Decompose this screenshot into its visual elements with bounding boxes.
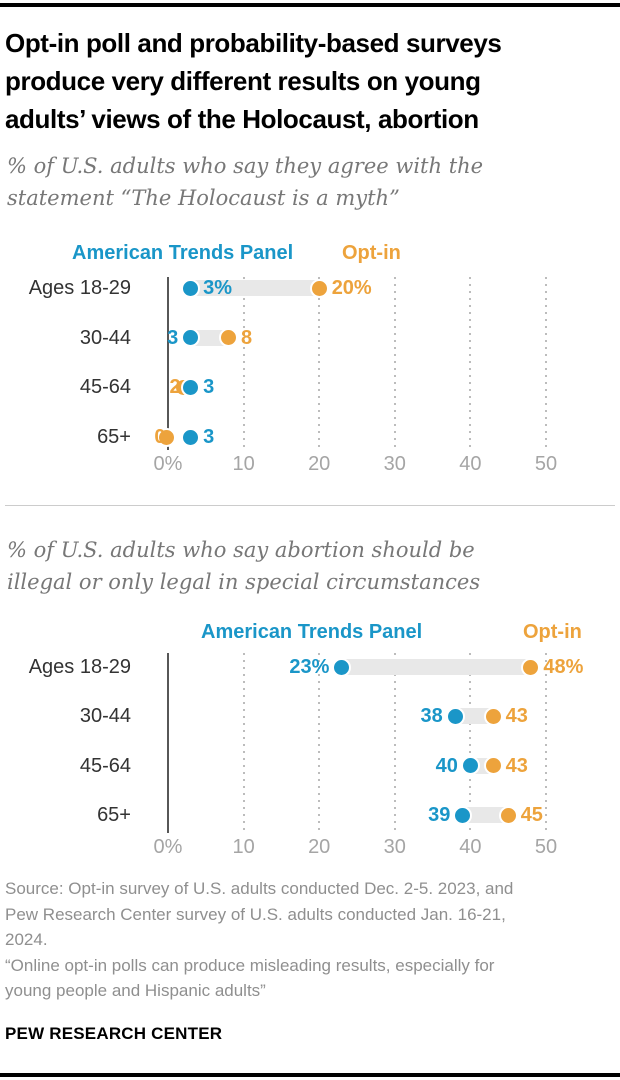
row-label-65+: 65+ [97,804,131,826]
optin-value-label: 20% [331,277,372,299]
quote-line-1: “Online opt-in polls can produce mislead… [5,955,495,975]
optin-dot [483,756,503,776]
optin-value-label: 45 [520,804,543,826]
title-line-2: produce very different results on young [5,66,481,96]
atp-dot [445,706,465,726]
atp-value-label: 3% [203,277,233,299]
gridline-40 [469,277,472,450]
x-tick-30: 30 [383,453,406,475]
x-tick-10: 10 [232,836,255,858]
row-label-ages-18-29: Ages 18-29 [28,277,131,299]
gridline-50 [545,277,547,450]
gridline-10 [242,653,245,833]
zero-axis-line [167,653,169,833]
x-tick-40: 40 [459,453,482,475]
gridline-30 [393,277,396,450]
connector-bar [182,329,237,346]
title-line-1: Opt-in poll and probability-based survey… [5,28,502,58]
atp-dot [460,756,480,776]
top-rule [0,3,620,7]
row-label-45-64: 45-64 [79,754,131,777]
optin-value-label: 43 [505,754,528,777]
optin-dot [309,278,329,298]
atp-dot [332,657,352,677]
optin-value-label: 0 [154,426,166,448]
optin-value-label: 43 [505,705,528,728]
row-label-45-64: 45-64 [79,376,131,399]
atp-value-label: 40 [435,754,458,777]
x-tick-40: 40 [459,836,482,858]
connector-bar [454,807,517,823]
x-tick-50: 50 [534,453,558,475]
connector-bar [462,757,502,774]
optin-value-label: 2 [169,376,181,399]
atp-dot [181,278,201,298]
x-tick-30: 30 [383,836,406,858]
gridline-20 [318,277,321,450]
legend-atp: American Trends Panel [72,242,294,264]
x-tick-20: 20 [308,453,331,475]
x-tick-0: 0% [153,453,183,475]
atp-dot [453,805,473,825]
gridline-10 [242,277,245,450]
optin-dot [173,377,193,397]
section-divider [5,505,615,506]
page-title: Opt-in poll and probability-based survey… [5,24,502,138]
brand-wordmark: PEW RESEARCH CENTER [5,1024,223,1043]
x-tick-50: 50 [534,836,558,858]
chart2-subtitle-line-2: illegal or only legal in special circums… [7,570,481,594]
chart1-subtitle-line-2: statement “The Holocaust is a myth” [7,186,400,210]
gridline-20 [318,653,321,833]
chart2-subtitle: % of U.S. adults who say abortion should… [7,534,480,598]
atp-value-label: 38 [420,705,443,728]
gridline-40 [469,653,472,833]
optin-value-label: 48% [543,656,584,678]
optin-dot [483,706,503,726]
chart1-subtitle-line-1: % of U.S. adults who say they agree with… [7,154,484,178]
row-label-65+: 65+ [97,426,131,448]
connector-bar [447,708,502,725]
atp-value-label: 39 [428,804,451,826]
bottom-rule [0,1073,620,1077]
atp-value-label: 3 [203,376,215,399]
gridline-50 [545,653,547,833]
optin-dot [156,427,176,447]
x-tick-20: 20 [308,836,331,858]
atp-dot [181,328,201,348]
chart2-subtitle-line-1: % of U.S. adults who say abortion should… [7,538,475,562]
gridline-30 [393,653,396,833]
optin-value-label: 8 [240,326,253,349]
legend-optin: Opt-in [523,621,582,643]
x-tick-10: 10 [232,453,255,475]
source-line-2: Pew Research Center survey of U.S. adult… [5,904,506,924]
title-line-3: adults’ views of the Holocaust, abortion [5,104,479,134]
zero-axis-line [167,277,169,450]
source-note: Source: Opt-in survey of U.S. adults con… [5,876,513,1004]
row-label-30-44: 30-44 [79,705,131,728]
quote-line-2: young people and Hispanic adults” [5,981,266,1000]
x-tick-0: 0% [153,836,183,858]
optin-dot [521,657,541,677]
atp-dot [181,427,201,447]
legend-atp: American Trends Panel [201,621,423,643]
atp-value-label: 3 [167,326,179,349]
atp-dot [181,377,201,397]
optin-dot [498,805,518,825]
atp-value-label: 23% [289,656,330,678]
atp-value-label: 3 [203,426,215,448]
legend-optin: Opt-in [342,242,401,264]
source-line-3: 2024. [5,930,48,949]
chart1-subtitle: % of U.S. adults who say they agree with… [7,150,483,214]
row-label-ages-18-29: Ages 18-29 [28,656,131,678]
optin-dot [218,328,238,348]
source-line-1: Source: Opt-in survey of U.S. adults con… [5,879,514,898]
connector-bar [182,280,328,296]
row-label-30-44: 30-44 [79,326,131,349]
connector-bar [333,659,539,675]
